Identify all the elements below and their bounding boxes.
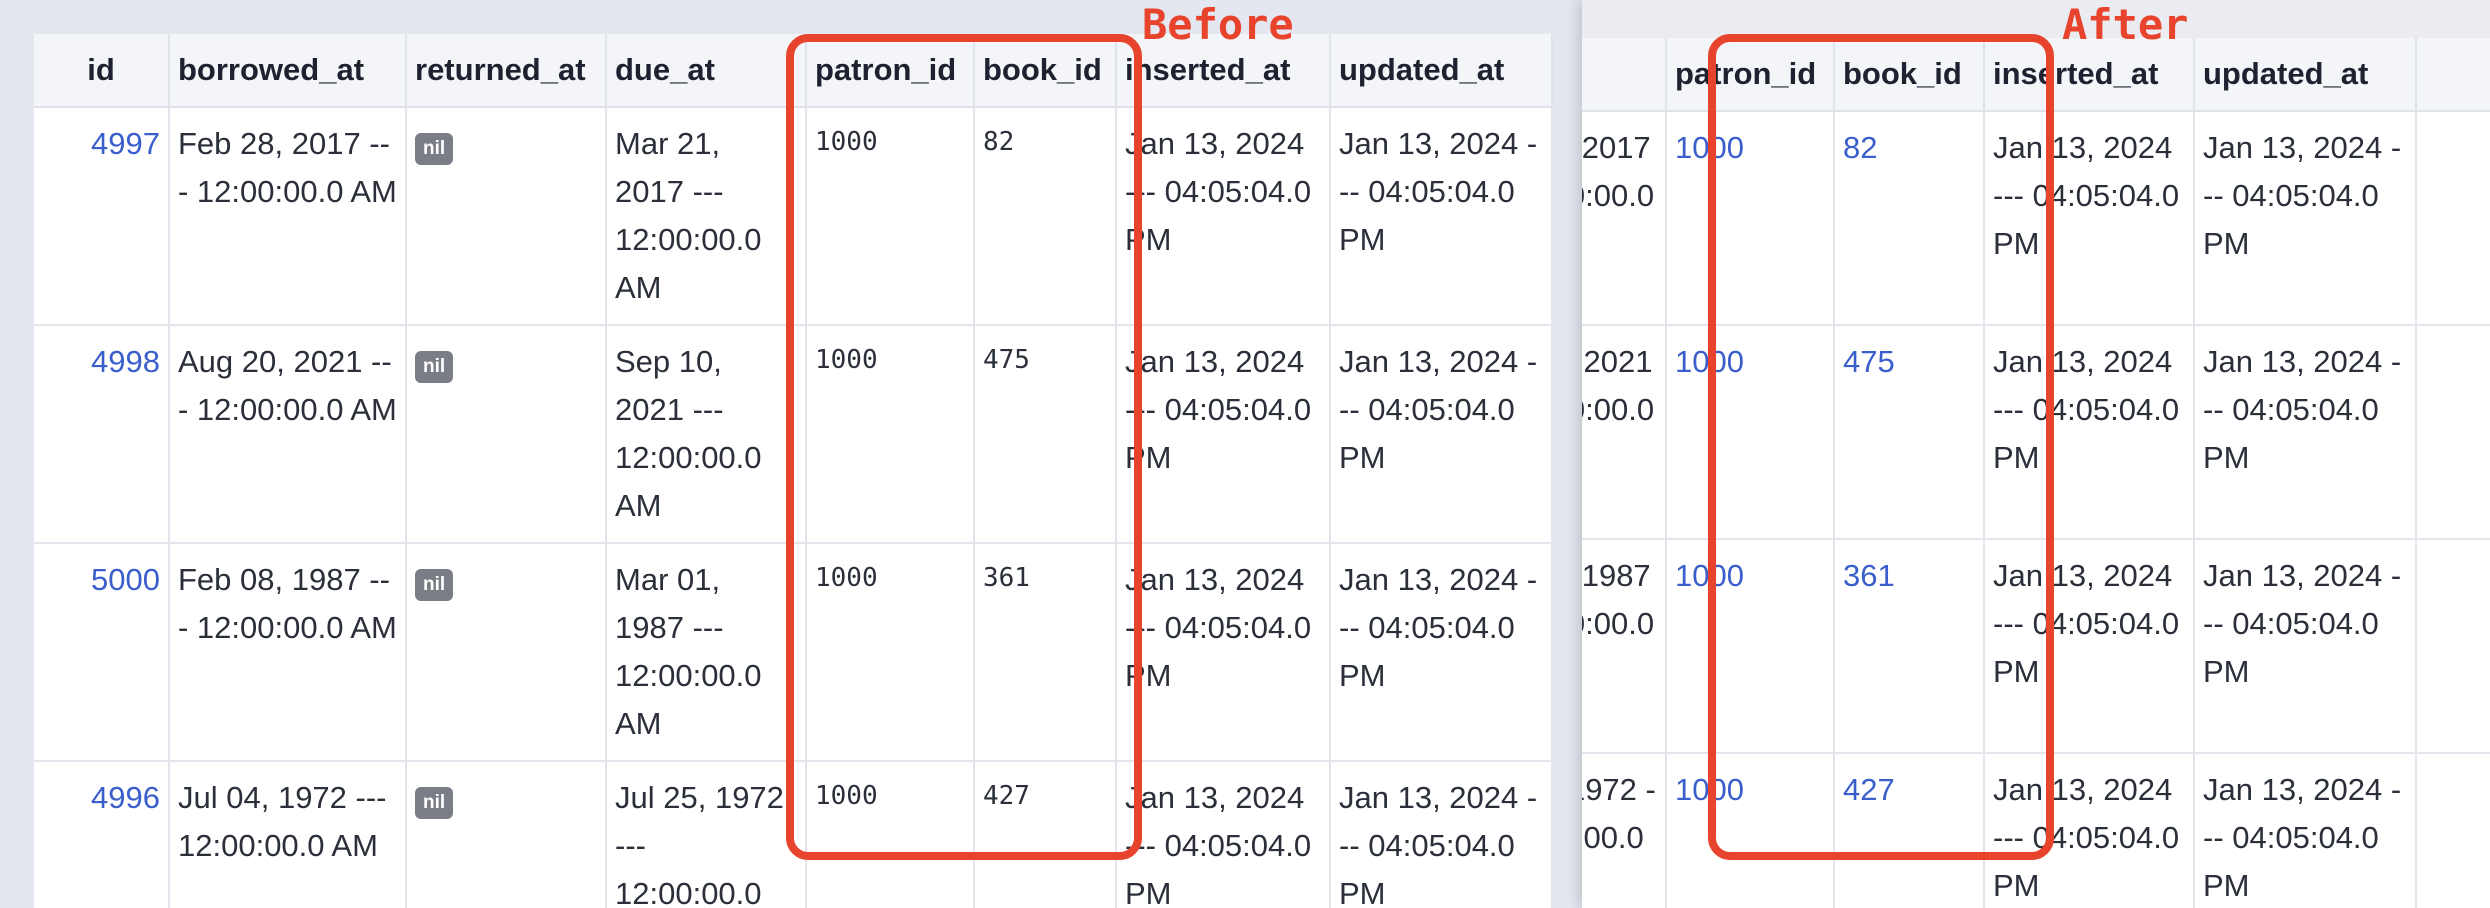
due-at-cell-clipped: Mar 21, 2017 --- 12:00:00.0 AM (1582, 111, 1667, 326)
inserted-at-cell: Jan 13, 2024 --- 04:05:04.0 PM (1984, 111, 2195, 326)
after-header-row: e_at patron_id book_id inserted_at updat… (1582, 38, 2490, 112)
before-panel: id borrowed_at returned_at due_at patron… (34, 0, 1553, 908)
empty-cell (2416, 753, 2490, 908)
col-header-inserted-at[interactable]: inserted_at (1984, 38, 2195, 112)
returned-at-cell: nil (406, 325, 607, 544)
updated-at-cell: Jan 13, 2024 --- 04:05:04.0 PM (1330, 107, 1553, 326)
patron-id-link[interactable]: 1000 (1666, 753, 1835, 908)
borrowed-at-cell: Jul 04, 1972 --- 12:00:00.0 AM (169, 761, 407, 908)
returned-at-cell: nil (406, 107, 607, 326)
col-header-due-at-clipped[interactable]: e_at (1582, 38, 1667, 112)
due-at-cell: Jul 25, 1972 --- 12:00:00.0 AM (606, 761, 807, 908)
table-row: Mar 01, 1987 --- 12:00:00.0 AM1000361Jan… (1582, 539, 2490, 754)
book-id-cell: 82 (974, 107, 1117, 326)
empty-cell (2416, 111, 2490, 326)
updated-at-cell: Jan 13, 2024 --- 04:05:04.0 PM (2194, 325, 2417, 540)
book-id-link[interactable]: 475 (1834, 325, 1985, 540)
nil-badge: nil (415, 133, 454, 165)
updated-at-cell: Jan 13, 2024 --- 04:05:04.0 PM (1330, 325, 1553, 544)
patron-id-link[interactable]: 1000 (1666, 325, 1835, 540)
patron-id-cell: 1000 (806, 761, 975, 908)
col-header-patron-id[interactable]: patron_id (1666, 38, 1835, 112)
patron-id-link[interactable]: 1000 (1666, 539, 1835, 754)
col-header-inserted-at[interactable]: inserted_at (1116, 34, 1331, 108)
returned-at-cell: nil (406, 761, 607, 908)
empty-cell (2416, 325, 2490, 540)
after-panel: e_at patron_id book_id inserted_at updat… (1582, 0, 2490, 908)
table-row: 4998 Aug 20, 2021 --- 12:00:00.0 AM nil Sep… (34, 325, 1553, 544)
col-header-book-id[interactable]: book_id (974, 34, 1117, 108)
nil-badge: nil (415, 569, 454, 601)
row-id-link[interactable]: 5000 (34, 543, 170, 762)
inserted-at-cell: Jan 13, 2024 --- 04:05:04.0 PM (1984, 325, 2195, 540)
table-row: Sep 10, 2021 --- 12:00:00.0 AM1000475Jan… (1582, 325, 2490, 540)
returned-at-cell: nil (406, 543, 607, 762)
due-at-cell: Mar 01, 1987 --- 12:00:00.0 AM (606, 543, 807, 762)
patron-id-cell: 1000 (806, 107, 975, 326)
after-table-sheet: e_at patron_id book_id inserted_at updat… (1582, 38, 2490, 908)
due-at-cell: Sep 10, 2021 --- 12:00:00.0 AM (606, 325, 807, 544)
updated-at-cell: Jan 13, 2024 --- 04:05:04.0 PM (2194, 539, 2417, 754)
inserted-at-cell: Jan 13, 2024 --- 04:05:04.0 PM (1984, 753, 2195, 908)
before-table: id borrowed_at returned_at due_at patron… (34, 34, 1553, 908)
book-id-link[interactable]: 82 (1834, 111, 1985, 326)
table-row: 5000 Feb 08, 1987 --- 12:00:00.0 AM nil Mar… (34, 543, 1553, 762)
after-caption: After (2062, 0, 2189, 49)
borrowed-at-cell: Feb 08, 1987 --- 12:00:00.0 AM (169, 543, 407, 762)
row-id-link[interactable]: 4998 (34, 325, 170, 544)
table-row: Mar 21, 2017 --- 12:00:00.0 AM100082Jan … (1582, 111, 2490, 326)
book-id-cell: 427 (974, 761, 1117, 908)
before-table-sheet: id borrowed_at returned_at due_at patron… (34, 34, 1553, 908)
col-header-updated-at[interactable]: updated_at (2194, 38, 2417, 112)
table-row: 4996 Jul 04, 1972 --- 12:00:00.0 AM nil Jul… (34, 761, 1553, 908)
nil-badge: nil (415, 787, 454, 819)
col-header-updated-at[interactable]: updated_at (1330, 34, 1553, 108)
col-header-id[interactable]: id (34, 34, 170, 108)
before-caption: Before (1142, 0, 1294, 49)
borrowed-at-cell: Feb 28, 2017 --- 12:00:00.0 AM (169, 107, 407, 326)
book-id-cell: 361 (974, 543, 1117, 762)
before-highlight-box (786, 34, 1142, 860)
book-id-cell: 475 (974, 325, 1117, 544)
inserted-at-cell: Jan 13, 2024 --- 04:05:04.0 PM (1116, 543, 1331, 762)
due-at-cell-clipped: Jul 25, 1972 --- 12:00:00.0 AM (1582, 753, 1667, 908)
updated-at-cell: Jan 13, 2024 --- 04:05:04.0 PM (2194, 111, 2417, 326)
book-id-link[interactable]: 361 (1834, 539, 1985, 754)
due-at-cell: Mar 21, 2017 --- 12:00:00.0 AM (606, 107, 807, 326)
due-at-cell-clipped: Mar 01, 1987 --- 12:00:00.0 AM (1582, 539, 1667, 754)
row-id-link[interactable]: 4997 (34, 107, 170, 326)
col-header-returned-at[interactable]: returned_at (406, 34, 607, 108)
col-header-empty (2416, 38, 2490, 112)
updated-at-cell: Jan 13, 2024 --- 04:05:04.0 PM (1330, 543, 1553, 762)
inserted-at-cell: Jan 13, 2024 --- 04:05:04.0 PM (1116, 325, 1331, 544)
inserted-at-cell: Jan 13, 2024 --- 04:05:04.0 PM (1116, 107, 1331, 326)
due-at-cell-clipped: Sep 10, 2021 --- 12:00:00.0 AM (1582, 325, 1667, 540)
empty-cell (2416, 539, 2490, 754)
after-highlight-box (1708, 34, 2054, 860)
nil-badge: nil (415, 351, 454, 383)
col-header-borrowed-at[interactable]: borrowed_at (169, 34, 407, 108)
col-header-due-at[interactable]: due_at (606, 34, 807, 108)
before-header-row: id borrowed_at returned_at due_at patron… (34, 34, 1553, 108)
table-row: Jul 25, 1972 --- 12:00:00.0 AM1000427Jan… (1582, 753, 2490, 908)
borrowed-at-cell: Aug 20, 2021 --- 12:00:00.0 AM (169, 325, 407, 544)
updated-at-cell: Jan 13, 2024 --- 04:05:04.0 PM (1330, 761, 1553, 908)
col-header-patron-id[interactable]: patron_id (806, 34, 975, 108)
after-table: e_at patron_id book_id inserted_at updat… (1582, 38, 2490, 908)
col-header-book-id[interactable]: book_id (1834, 38, 1985, 112)
patron-id-cell: 1000 (806, 325, 975, 544)
row-id-link[interactable]: 4996 (34, 761, 170, 908)
updated-at-cell: Jan 13, 2024 --- 04:05:04.0 PM (2194, 753, 2417, 908)
patron-id-cell: 1000 (806, 543, 975, 762)
table-row: 4997 Feb 28, 2017 --- 12:00:00.0 AM nil Mar… (34, 107, 1553, 326)
book-id-link[interactable]: 427 (1834, 753, 1985, 908)
inserted-at-cell: Jan 13, 2024 --- 04:05:04.0 PM (1984, 539, 2195, 754)
inserted-at-cell: Jan 13, 2024 --- 04:05:04.0 PM (1116, 761, 1331, 908)
